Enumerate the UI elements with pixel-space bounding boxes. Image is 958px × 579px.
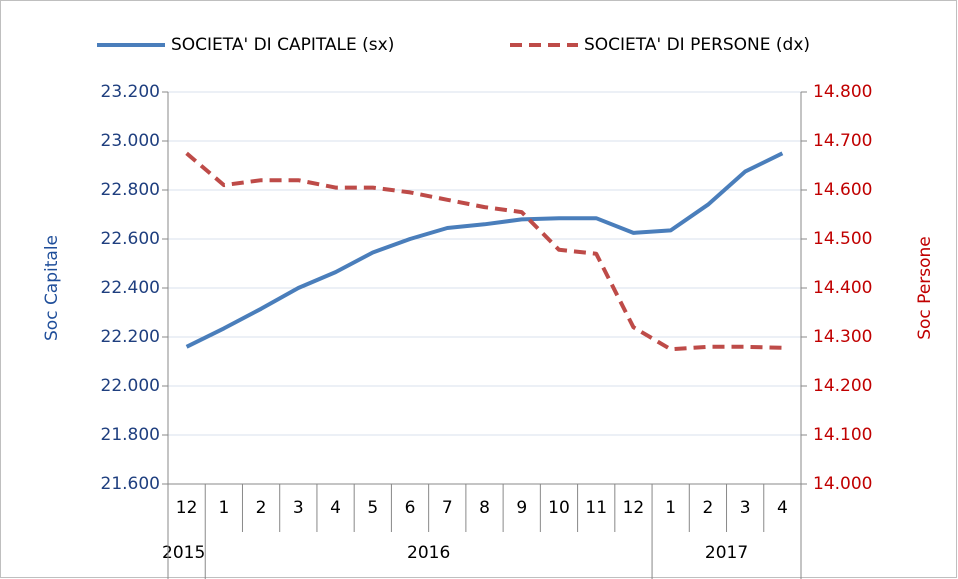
x-tick-label: 6 (405, 498, 416, 518)
y2-tick-label: 14.200 (813, 376, 872, 396)
series-line (185, 151, 784, 349)
y2-tick-label: 14.100 (813, 425, 872, 445)
y-axis-label: Soc Capitale (42, 235, 62, 341)
y2-tick-label: 14.400 (813, 278, 872, 298)
y-tick-label: 22.800 (101, 180, 160, 200)
x-group-label: 2015 (162, 543, 205, 563)
x-tick-label: 4 (330, 498, 341, 518)
y-tick-label: 21.600 (101, 474, 160, 494)
x-tick-label: 7 (442, 498, 453, 518)
y-tick-label: 23.200 (101, 82, 160, 102)
y-tick-label: 22.200 (101, 327, 160, 347)
y2-tick-label: 14.600 (813, 180, 872, 200)
x-tick-label: 2 (702, 498, 713, 518)
y2-tick-label: 14.800 (813, 82, 872, 102)
x-tick-label: 3 (740, 498, 751, 518)
y2-tick-label: 14.300 (813, 327, 872, 347)
x-tick-label: 12 (176, 498, 198, 518)
x-tick-label: 4 (777, 498, 788, 518)
x-group-label: 2017 (705, 543, 748, 563)
y2-axis-label: Soc Persone (915, 236, 935, 340)
x-tick-label: 11 (585, 498, 607, 518)
x-group-label: 2016 (407, 543, 450, 563)
x-tick-label: 2 (256, 498, 267, 518)
x-tick-label: 1 (665, 498, 676, 518)
y-tick-label: 22.600 (101, 229, 160, 249)
y-tick-label: 22.400 (101, 278, 160, 298)
y-tick-label: 22.000 (101, 376, 160, 396)
y2-tick-label: 14.500 (813, 229, 872, 249)
x-tick-label: 3 (293, 498, 304, 518)
y-tick-label: 23.000 (101, 131, 160, 151)
legend-label: SOCIETA' DI CAPITALE (sx) (171, 35, 394, 55)
y2-tick-label: 14.000 (813, 474, 872, 494)
x-tick-label: 12 (623, 498, 645, 518)
y-tick-label: 21.800 (101, 425, 160, 445)
x-tick-label: 8 (479, 498, 490, 518)
x-tick-label: 9 (516, 498, 527, 518)
legend-label: SOCIETA' DI PERSONE (dx) (584, 35, 810, 55)
y2-tick-label: 14.700 (813, 131, 872, 151)
x-tick-label: 1 (218, 498, 229, 518)
x-tick-label: 5 (367, 498, 378, 518)
x-tick-label: 10 (548, 498, 570, 518)
series-line (185, 151, 783, 352)
